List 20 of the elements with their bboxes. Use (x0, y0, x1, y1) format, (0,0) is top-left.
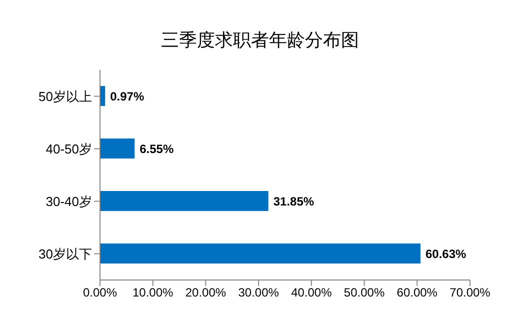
bar (100, 191, 268, 211)
x-tick-label: 60.00% (396, 286, 438, 300)
x-tick-label: 70.00% (450, 286, 491, 300)
x-tick-label: 30.00% (238, 286, 280, 300)
data-label: 31.85% (273, 194, 314, 208)
x-tick-label: 10.00% (132, 286, 174, 300)
bar (100, 244, 420, 264)
bar (100, 138, 135, 158)
chart-title: 三季度求职者年龄分布图 (160, 29, 360, 52)
data-label: 0.97% (110, 89, 144, 104)
data-label: 6.55% (140, 142, 174, 156)
y-tick-label: 30岁以下 (38, 246, 92, 262)
data-label: 60.63% (425, 246, 466, 261)
y-tick-label: 50岁以上 (38, 88, 92, 104)
x-tick-label: 40.00% (291, 286, 332, 300)
x-tick-label: 20.00% (185, 286, 226, 300)
x-tick-label: 0.00% (82, 286, 118, 300)
x-tick-label: 50.00% (344, 286, 385, 300)
y-tick-label: 30-40岁 (46, 194, 92, 209)
y-tick-label: 40-50岁 (46, 141, 92, 156)
